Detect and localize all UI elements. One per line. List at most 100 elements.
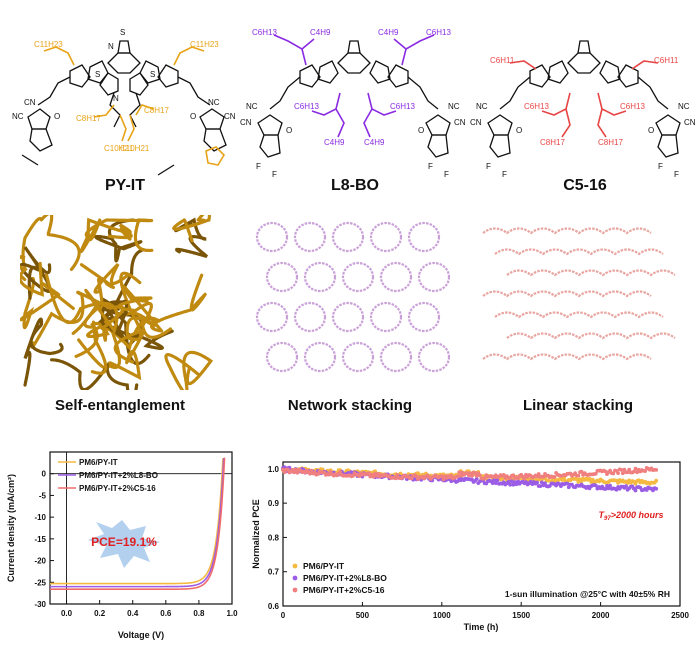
side-chain-label: C6H13 bbox=[524, 102, 549, 111]
y-tick-label: -5 bbox=[39, 491, 47, 500]
network-ring bbox=[303, 341, 337, 373]
data-point bbox=[616, 471, 620, 475]
network-ring bbox=[331, 221, 365, 253]
data-point bbox=[608, 483, 612, 488]
y-axis-label: Current density (mA/cm²) bbox=[6, 474, 16, 582]
data-point bbox=[357, 474, 362, 478]
data-point bbox=[522, 476, 527, 481]
group-label: O bbox=[648, 126, 654, 135]
data-point bbox=[576, 473, 581, 478]
entangled-chain bbox=[86, 217, 133, 242]
side-chain-label: C10H21 bbox=[104, 144, 134, 153]
data-point bbox=[508, 482, 512, 487]
data-point bbox=[514, 482, 519, 487]
group-label: F bbox=[674, 170, 679, 179]
data-point bbox=[309, 468, 314, 473]
data-point bbox=[478, 473, 482, 478]
entangled-chain bbox=[19, 246, 52, 300]
network-ring bbox=[331, 301, 365, 333]
data-point bbox=[366, 471, 371, 476]
y-tick-label: -15 bbox=[34, 535, 46, 544]
data-point bbox=[632, 469, 636, 474]
data-point bbox=[654, 486, 659, 491]
network-ring bbox=[379, 341, 413, 373]
jv-legend: PM6/PY-IT PM6/PY-IT+2%L8-BO PM6/PY-IT+2%C5… bbox=[58, 458, 158, 493]
molecule-structure-py-it: CN NC O NC CN O S N S N S C11H23 C11H23 … bbox=[12, 28, 236, 176]
data-point bbox=[579, 469, 584, 474]
side-chain-label: C8H17 bbox=[598, 138, 623, 147]
group-label: CN bbox=[454, 118, 466, 127]
molecule-structure-l8-bo: NC CN NC CN O O F F F F C6H13 C4H9 C4H9 … bbox=[240, 28, 466, 179]
jv-curve bbox=[50, 457, 226, 591]
data-point bbox=[482, 476, 487, 481]
side-chain-label: C4H9 bbox=[324, 138, 345, 147]
legend-marker bbox=[292, 575, 298, 581]
group-label: NC bbox=[448, 102, 460, 111]
group-label: NC bbox=[246, 102, 258, 111]
group-label: NC bbox=[678, 102, 690, 111]
morphology-name: Self-entanglement bbox=[54, 397, 186, 414]
y-tick-label: -25 bbox=[34, 578, 46, 587]
molecule-structure-c5-16: NC CN NC CN O O F F F F C6H11 C6H11 C6H1… bbox=[470, 40, 696, 179]
data-point bbox=[565, 481, 570, 486]
side-chain-label: C6H11 bbox=[654, 56, 679, 65]
y-tick-label: 0.9 bbox=[268, 499, 280, 508]
data-point bbox=[295, 470, 300, 475]
legend-marker bbox=[292, 587, 298, 593]
data-point bbox=[371, 474, 376, 479]
network-ring bbox=[303, 261, 337, 293]
data-point bbox=[439, 474, 444, 479]
y-tick-label: -10 bbox=[34, 513, 46, 522]
data-point bbox=[511, 473, 516, 478]
legend-marker bbox=[292, 563, 298, 569]
side-chain-label: C11H23 bbox=[34, 40, 63, 49]
morphology-panel-linear: Linear stacking bbox=[478, 215, 678, 425]
t97-annotation: T97>2000 hours bbox=[599, 510, 664, 522]
data-point bbox=[546, 478, 551, 483]
data-point bbox=[308, 471, 312, 476]
data-point bbox=[495, 478, 500, 483]
group-label: N bbox=[108, 42, 114, 51]
data-point bbox=[552, 475, 557, 479]
data-point bbox=[395, 473, 400, 477]
group-label: CN bbox=[224, 112, 236, 121]
morphology-image-linear bbox=[482, 227, 676, 361]
linear-chain bbox=[482, 353, 652, 361]
data-point bbox=[603, 487, 608, 491]
data-point bbox=[606, 486, 611, 491]
network-ring bbox=[417, 341, 451, 373]
side-chain-label: C6H13 bbox=[252, 28, 277, 37]
group-label: S bbox=[150, 70, 155, 79]
data-point bbox=[633, 466, 638, 471]
group-label: NC bbox=[12, 112, 24, 121]
side-chain-label: C8H17 bbox=[540, 138, 565, 147]
x-tick-label: 500 bbox=[356, 611, 370, 620]
data-point bbox=[474, 477, 479, 481]
y-axis-label: Normalized PCE bbox=[251, 499, 261, 569]
side-chain-label: C8H17 bbox=[76, 114, 101, 123]
x-tick-label: 1000 bbox=[433, 611, 451, 620]
x-tick-label: 0.0 bbox=[61, 609, 73, 618]
network-ring bbox=[379, 261, 413, 293]
data-point bbox=[473, 471, 477, 475]
side-chain-label: C6H13 bbox=[426, 28, 451, 37]
entangled-chain bbox=[117, 296, 172, 339]
legend-label: PM6/PY-IT+2%L8-BO bbox=[79, 471, 158, 480]
group-label: F bbox=[658, 162, 663, 171]
molecule-name: L8-BO bbox=[331, 177, 379, 194]
side-chain-label: C11H23 bbox=[190, 40, 219, 49]
data-point bbox=[393, 476, 398, 481]
linear-chain bbox=[506, 332, 676, 340]
x-tick-label: 0 bbox=[281, 611, 286, 620]
morphology-panel-network: Network stacking bbox=[250, 215, 451, 425]
data-point bbox=[535, 480, 539, 485]
group-label: CN bbox=[240, 118, 252, 127]
network-ring bbox=[265, 261, 299, 293]
legend-label: PM6/PY-IT bbox=[303, 561, 345, 571]
network-ring bbox=[255, 221, 289, 253]
x-tick-label: 2500 bbox=[671, 611, 689, 620]
entangled-chain bbox=[79, 218, 154, 253]
entangled-chain bbox=[94, 218, 143, 263]
morphology-image-network bbox=[255, 221, 451, 373]
data-point bbox=[633, 488, 638, 493]
